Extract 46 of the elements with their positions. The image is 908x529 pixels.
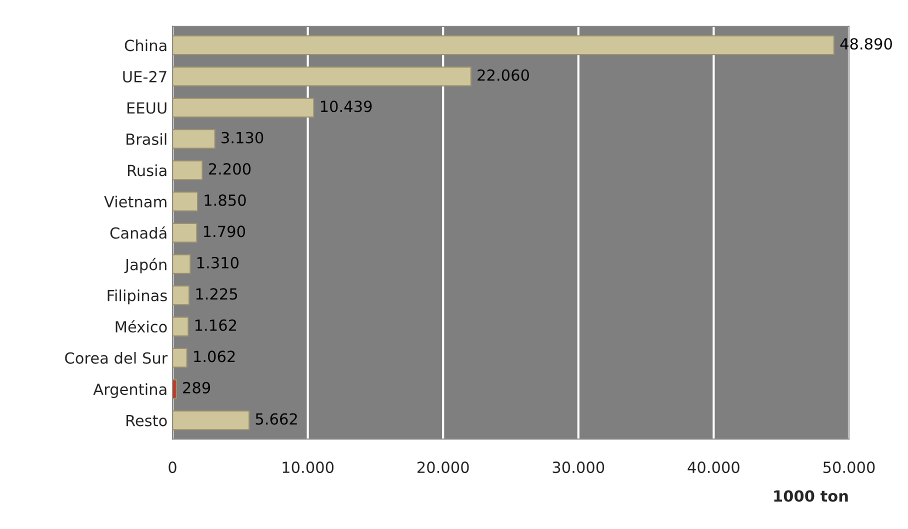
data-label: 1.162 — [195, 319, 236, 331]
data-label: 1.062 — [194, 350, 235, 362]
bar — [172, 285, 190, 306]
bar — [172, 129, 216, 149]
data-label: 1.790 — [204, 226, 246, 238]
y-tick-label: Resto — [126, 414, 167, 426]
x-tick-label: 0 — [168, 462, 176, 474]
x-tick-label: 50.000 — [823, 462, 875, 474]
y-tick-label: EEUU — [127, 102, 166, 114]
bar — [172, 410, 250, 430]
y-tick-label: Vietnam — [104, 196, 166, 208]
y-tick-label: Canadá — [110, 226, 166, 239]
data-label: 1.850 — [204, 194, 246, 206]
bar — [172, 35, 835, 56]
y-tick-label: Filipinas — [108, 289, 167, 304]
x-tick-label: 10.000 — [282, 462, 334, 474]
x-tick-label: 40.000 — [688, 462, 740, 474]
y-tick-label: Japón — [124, 258, 166, 274]
bar — [172, 160, 203, 180]
data-label: 5.662 — [256, 413, 297, 425]
data-label: 1.225 — [196, 288, 238, 300]
data-label: 10.439 — [320, 100, 372, 112]
x-tick-label: 20.000 — [417, 462, 469, 474]
bar — [172, 192, 198, 212]
bar — [172, 66, 472, 86]
bar — [172, 222, 198, 243]
data-label: 1.310 — [197, 256, 239, 268]
data-label: 3.130 — [222, 132, 264, 144]
y-tick-label: Argentina — [93, 383, 166, 398]
y-tick-label: China — [124, 39, 166, 52]
bar — [172, 316, 189, 336]
x-axis-title: 1000 ton — [774, 490, 848, 502]
data-label: 48.890 — [840, 38, 892, 50]
y-tick-label: UE-27 — [123, 70, 166, 82]
y-tick-label: Corea del Sur — [65, 352, 168, 364]
data-label: 2.200 — [208, 163, 251, 175]
y-tick-label: México — [116, 320, 167, 333]
bar — [172, 254, 191, 274]
x-tick-label: 30.000 — [552, 462, 604, 474]
bar — [172, 98, 314, 118]
y-tick-label: Rusia — [128, 164, 166, 176]
data-label: 289 — [183, 382, 210, 394]
data-label: 22.060 — [478, 69, 529, 81]
y-tick-label: Brasil — [126, 133, 166, 146]
bar — [172, 379, 177, 399]
bar — [172, 348, 188, 368]
